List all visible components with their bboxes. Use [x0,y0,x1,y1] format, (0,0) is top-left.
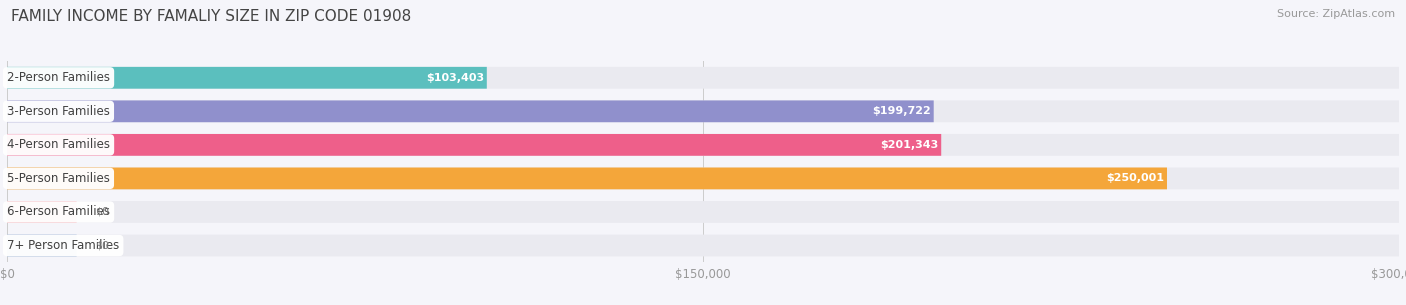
Text: FAMILY INCOME BY FAMALIY SIZE IN ZIP CODE 01908: FAMILY INCOME BY FAMALIY SIZE IN ZIP COD… [11,9,412,24]
FancyBboxPatch shape [7,67,1399,89]
FancyBboxPatch shape [7,167,1399,189]
FancyBboxPatch shape [7,167,1167,189]
Text: $103,403: $103,403 [426,73,485,83]
FancyBboxPatch shape [7,235,76,257]
Text: $0: $0 [96,207,110,217]
Text: 5-Person Families: 5-Person Families [7,172,110,185]
Text: $199,722: $199,722 [873,106,931,116]
FancyBboxPatch shape [7,100,1399,122]
Text: 4-Person Families: 4-Person Families [7,138,110,151]
FancyBboxPatch shape [7,201,1399,223]
Text: 3-Person Families: 3-Person Families [7,105,110,118]
Text: $250,001: $250,001 [1107,174,1164,183]
Text: 7+ Person Families: 7+ Person Families [7,239,120,252]
FancyBboxPatch shape [7,134,941,156]
Text: Source: ZipAtlas.com: Source: ZipAtlas.com [1277,9,1395,19]
FancyBboxPatch shape [7,201,76,223]
FancyBboxPatch shape [7,235,1399,257]
FancyBboxPatch shape [7,67,486,89]
Text: 2-Person Families: 2-Person Families [7,71,110,84]
Text: $0: $0 [96,241,110,250]
FancyBboxPatch shape [7,134,1399,156]
Text: $201,343: $201,343 [880,140,939,150]
FancyBboxPatch shape [7,100,934,122]
Text: 6-Person Families: 6-Person Families [7,206,110,218]
